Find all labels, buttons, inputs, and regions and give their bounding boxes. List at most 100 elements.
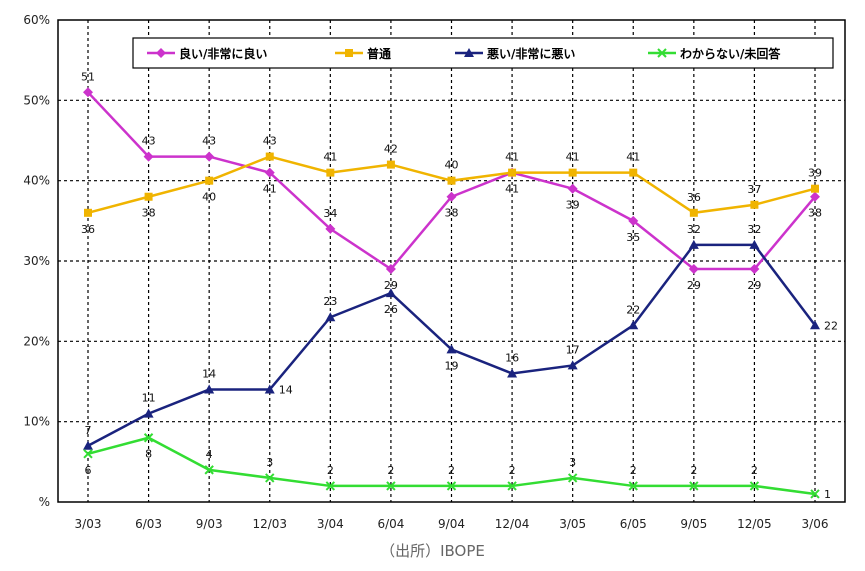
- y-tick-label: 60%: [23, 13, 50, 27]
- legend-label: 普通: [367, 46, 391, 61]
- data-label: 7: [85, 424, 92, 437]
- data-label: 1: [824, 488, 831, 501]
- triangle-marker: [567, 360, 578, 370]
- y-axis: % 10% 20% 30% 40% 50% 60%: [23, 13, 50, 509]
- data-label: 4: [206, 448, 213, 461]
- data-label: 11: [142, 392, 156, 405]
- data-label: 14: [202, 368, 216, 381]
- y-tick-label: 20%: [23, 334, 50, 348]
- x-marker-stroke: [507, 481, 517, 491]
- line-chart: %10%20%30%40%50%60% 3/03 6/03 9/03 12/03 3/0…: [23, 13, 846, 531]
- x-marker-stroke: [265, 473, 275, 483]
- x-marker-stroke: [204, 465, 214, 475]
- data-label: 43: [202, 135, 216, 148]
- square-marker: [629, 168, 638, 177]
- triangle-marker: [628, 320, 639, 330]
- data-label: 2: [387, 464, 394, 477]
- triangle-marker: [446, 344, 457, 354]
- diamond-marker: [156, 48, 166, 58]
- square-marker: [144, 192, 153, 201]
- data-label: 41: [626, 151, 640, 164]
- y-tick-label: 50%: [23, 93, 50, 107]
- diamond-marker: [688, 264, 699, 275]
- y-tick-label: %: [39, 495, 50, 509]
- triangle-marker: [464, 48, 474, 57]
- square-marker: [84, 208, 92, 217]
- x-marker-stroke: [628, 481, 638, 491]
- x-marker: [749, 481, 760, 491]
- y-tick-label: 10%: [23, 415, 50, 429]
- triangle-marker: [385, 288, 396, 298]
- x-tick-label: 9/04: [438, 517, 465, 531]
- data-label: 26: [384, 303, 398, 316]
- data-label: 42: [384, 143, 398, 156]
- square-marker: [508, 168, 517, 177]
- data-label: 38: [142, 207, 156, 220]
- series-2: [84, 152, 819, 217]
- data-label: 3: [266, 456, 273, 469]
- x-tick-label: 6/05: [620, 517, 647, 531]
- square-marker: [750, 200, 759, 209]
- y-tick-label: 30%: [23, 254, 50, 268]
- data-label: 29: [384, 279, 398, 292]
- x-marker: [143, 433, 154, 443]
- triangle-marker: [749, 239, 760, 249]
- data-label: 2: [690, 464, 697, 477]
- data-label: 6: [85, 464, 92, 477]
- data-label: 34: [323, 207, 337, 220]
- data-label: 32: [687, 223, 701, 236]
- square-marker: [326, 168, 335, 177]
- data-label: 39: [808, 167, 822, 180]
- diamond-marker: [83, 87, 93, 98]
- legend-item: 良い/非常に良い: [147, 46, 267, 61]
- data-label: 2: [751, 464, 758, 477]
- triangle-marker: [688, 239, 699, 249]
- x-marker: [689, 481, 699, 491]
- data-label: 43: [263, 135, 277, 148]
- triangle-marker: [810, 320, 820, 330]
- x-axis: 3/03 6/03 9/03 12/03 3/04 6/04 9/04 12/04 3/05 6/…: [75, 517, 829, 531]
- x-marker: [386, 481, 396, 491]
- data-label: 29: [687, 279, 701, 292]
- x-tick-label: 9/05: [680, 517, 707, 531]
- data-label: 41: [505, 183, 519, 196]
- x-tick-label: 12/03: [252, 517, 287, 531]
- data-label: 36: [687, 191, 701, 204]
- data-label: 38: [445, 207, 459, 220]
- x-marker-stroke: [83, 449, 93, 459]
- triangle-marker: [204, 384, 215, 394]
- data-label: 43: [142, 135, 156, 148]
- legend-label: 良い/非常に良い: [179, 46, 267, 61]
- x-marker: [446, 481, 457, 491]
- diamond-marker: [810, 191, 820, 202]
- data-label: 19: [445, 359, 459, 372]
- series-4: [83, 433, 820, 499]
- x-marker: [507, 481, 517, 491]
- x-marker-stroke: [143, 433, 154, 443]
- x-marker-stroke: [386, 481, 396, 491]
- x-marker-stroke: [657, 48, 667, 58]
- data-label: 32: [747, 223, 761, 236]
- data-label: 22: [824, 319, 838, 332]
- legend-item: わからない/未回答: [648, 46, 781, 61]
- x-marker: [265, 473, 275, 483]
- square-marker: [568, 168, 577, 177]
- chart-series: [83, 87, 820, 499]
- x-marker-stroke: [689, 481, 699, 491]
- x-tick-label: 3/05: [559, 517, 586, 531]
- triangle-marker: [325, 312, 336, 322]
- x-marker: [810, 489, 820, 499]
- data-label: 2: [630, 464, 637, 477]
- x-marker: [325, 481, 336, 491]
- diamond-marker: [628, 215, 639, 226]
- legend-label: 悪い/非常に悪い: [487, 46, 575, 61]
- data-label: 36: [81, 223, 95, 236]
- data-label: 3: [569, 456, 576, 469]
- square-marker: [811, 184, 819, 193]
- diamond-marker: [264, 167, 275, 178]
- triangle-marker: [83, 440, 93, 450]
- data-label: 2: [327, 464, 334, 477]
- x-tick-label: 12/05: [737, 517, 772, 531]
- chart-legend: 良い/非常に良い 普通 悪い/非常に悪い わからない/未回答: [132, 37, 834, 69]
